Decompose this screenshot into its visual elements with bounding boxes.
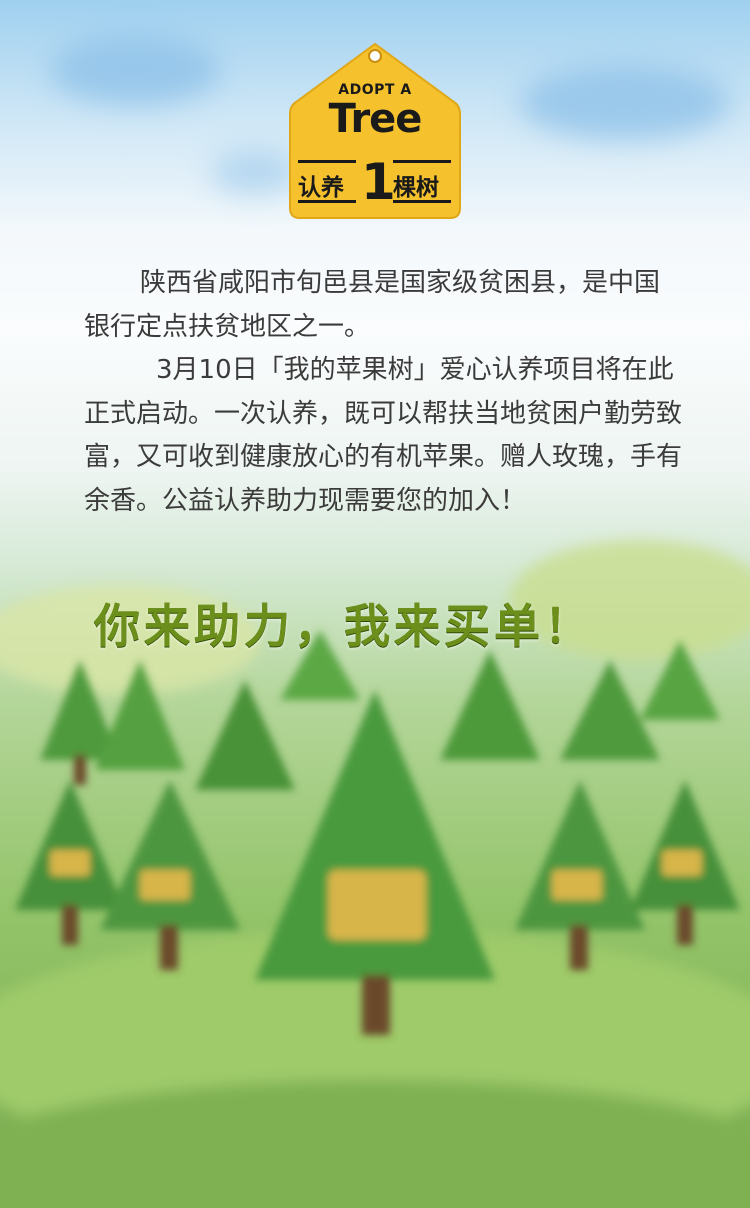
tree-mid-right xyxy=(630,780,740,945)
badge-shape xyxy=(289,42,461,219)
cloud-right xyxy=(520,65,730,140)
tree-mid-4 xyxy=(515,780,645,970)
intro-paragraph-2: 3月10日「我的苹果树」爱心认养项目将在此正式启动。一次认养，既可以帮扶当地贫困… xyxy=(84,355,683,516)
tree-far-5 xyxy=(440,650,540,760)
tree-mid-2 xyxy=(100,780,240,970)
cloud-mid xyxy=(210,150,300,195)
slogan-heading: 你来助力，我来买单！ xyxy=(94,599,594,653)
tree-far-7 xyxy=(640,640,720,720)
badge-rule-bottom-left xyxy=(298,200,356,203)
badge-rule-top-right xyxy=(393,160,451,163)
badge-left-text: 认养 xyxy=(298,175,344,201)
tree-far-4 xyxy=(280,630,360,700)
badge-rule-bottom-right xyxy=(393,200,451,203)
tree-far-6 xyxy=(560,660,660,760)
adopt-a-tree-badge: ADOPT A Tree 认养 1 棵树 xyxy=(278,40,472,222)
tree-far-3 xyxy=(195,680,295,790)
badge-adopt-line: ADOPT A xyxy=(338,82,412,98)
cloud-left xyxy=(50,35,220,105)
tree-far-1 xyxy=(40,660,120,785)
badge-bottom-row: 认养 1 棵树 xyxy=(278,153,472,211)
tree-center xyxy=(255,690,495,1035)
tree-mid-left xyxy=(15,780,125,945)
badge-rule-top-left xyxy=(298,160,356,163)
badge-tree-word: Tree xyxy=(328,96,423,142)
intro-text: 陕西省咸阳市旬邑县是国家级贫困县，是中国银行定点扶贫地区之一。 3月10日「我的… xyxy=(84,262,684,523)
badge-right-text: 棵树 xyxy=(393,175,439,201)
badge-number: 1 xyxy=(361,153,396,211)
intro-paragraph-1: 陕西省咸阳市旬邑县是国家级贫困县，是中国银行定点扶贫地区之一。 xyxy=(84,268,661,342)
tree-far-2 xyxy=(95,660,185,770)
